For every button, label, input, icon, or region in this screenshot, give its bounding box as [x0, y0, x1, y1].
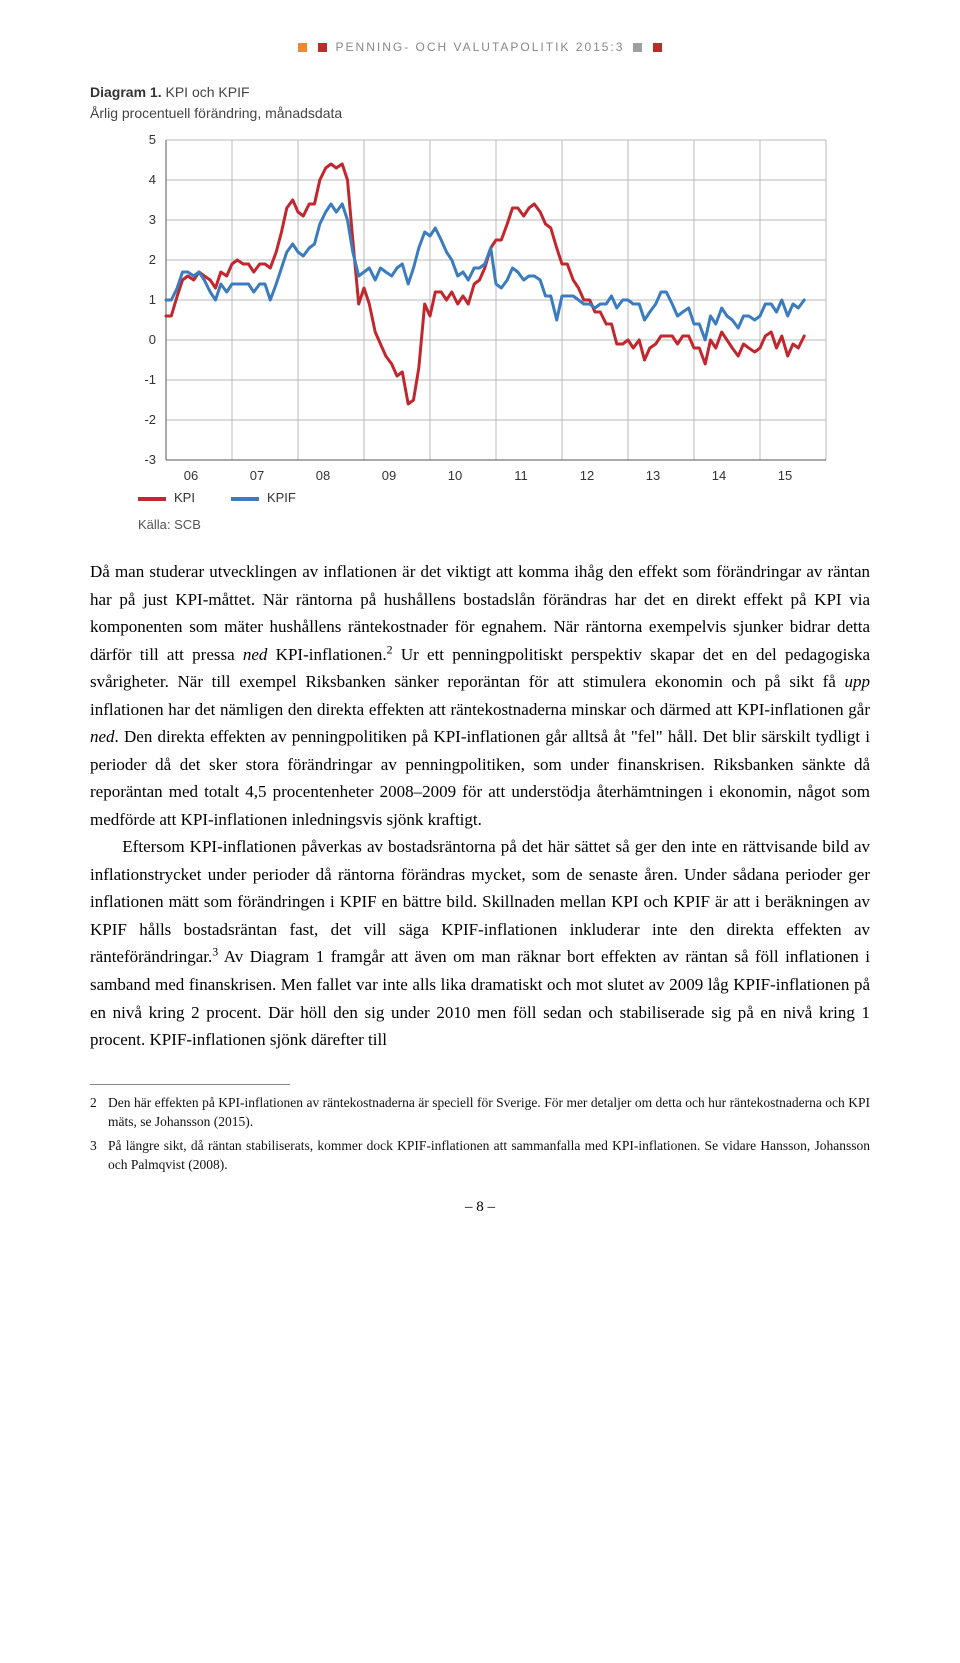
legend-item: KPI: [138, 490, 195, 505]
diagram-number: Diagram 1.: [90, 84, 162, 100]
paragraph: Eftersom KPI-inflationen påverkas av bos…: [90, 833, 870, 1053]
svg-text:07: 07: [250, 468, 264, 480]
footnote: 3 På längre sikt, då räntan stabiliserat…: [90, 1136, 870, 1175]
legend-swatch-icon: [138, 497, 166, 501]
running-head-text: PENNING- OCH VALUTAPOLITIK 2015:3: [336, 40, 625, 54]
footnote-rule: [90, 1084, 290, 1085]
svg-text:09: 09: [382, 468, 396, 480]
svg-text:3: 3: [149, 212, 156, 227]
svg-text:08: 08: [316, 468, 330, 480]
svg-text:06: 06: [184, 468, 198, 480]
svg-text:4: 4: [149, 172, 156, 187]
legend-label: KPI: [174, 490, 195, 505]
svg-text:1: 1: [149, 292, 156, 307]
head-square-icon: [633, 43, 642, 52]
legend-swatch-icon: [231, 497, 259, 501]
head-square-icon: [653, 43, 662, 52]
footnotes: 2 Den här effekten på KPI-inflationen av…: [90, 1093, 870, 1175]
chart-container: -3-2-101234506070809101112131415: [118, 130, 838, 480]
diagram-subtitle: Årlig procentuell förändring, månadsdata: [90, 105, 342, 121]
legend-label: KPIF: [267, 490, 296, 505]
svg-text:0: 0: [149, 332, 156, 347]
svg-text:2: 2: [149, 252, 156, 267]
footnote-text: På längre sikt, då räntan stabiliserats,…: [108, 1136, 870, 1175]
svg-text:12: 12: [580, 468, 594, 480]
svg-text:14: 14: [712, 468, 726, 480]
svg-text:-2: -2: [144, 412, 156, 427]
diagram-title: KPI och KPIF: [162, 84, 250, 100]
page-number: – 8 –: [90, 1199, 870, 1216]
head-square-icon: [298, 43, 307, 52]
footnote-number: 2: [90, 1093, 108, 1132]
svg-text:5: 5: [149, 132, 156, 147]
line-chart: -3-2-101234506070809101112131415: [118, 130, 838, 480]
chart-legend: KPI KPIF: [138, 490, 870, 505]
footnote-number: 3: [90, 1136, 108, 1175]
body-text: Då man studerar utvecklingen av inflatio…: [90, 558, 870, 1054]
paragraph: Då man studerar utvecklingen av inflatio…: [90, 558, 870, 833]
svg-text:15: 15: [778, 468, 792, 480]
svg-text:10: 10: [448, 468, 462, 480]
svg-text:11: 11: [514, 468, 528, 480]
svg-text:-3: -3: [144, 452, 156, 467]
running-head: PENNING- OCH VALUTAPOLITIK 2015:3: [90, 40, 870, 54]
footnote-text: Den här effekten på KPI-inflationen av r…: [108, 1093, 870, 1132]
svg-text:-1: -1: [144, 372, 156, 387]
head-square-icon: [318, 43, 327, 52]
svg-text:13: 13: [646, 468, 660, 480]
legend-item: KPIF: [231, 490, 296, 505]
chart-source: Källa: SCB: [138, 517, 870, 532]
footnote: 2 Den här effekten på KPI-inflationen av…: [90, 1093, 870, 1132]
diagram-caption: Diagram 1. KPI och KPIF Årlig procentuel…: [90, 82, 870, 124]
